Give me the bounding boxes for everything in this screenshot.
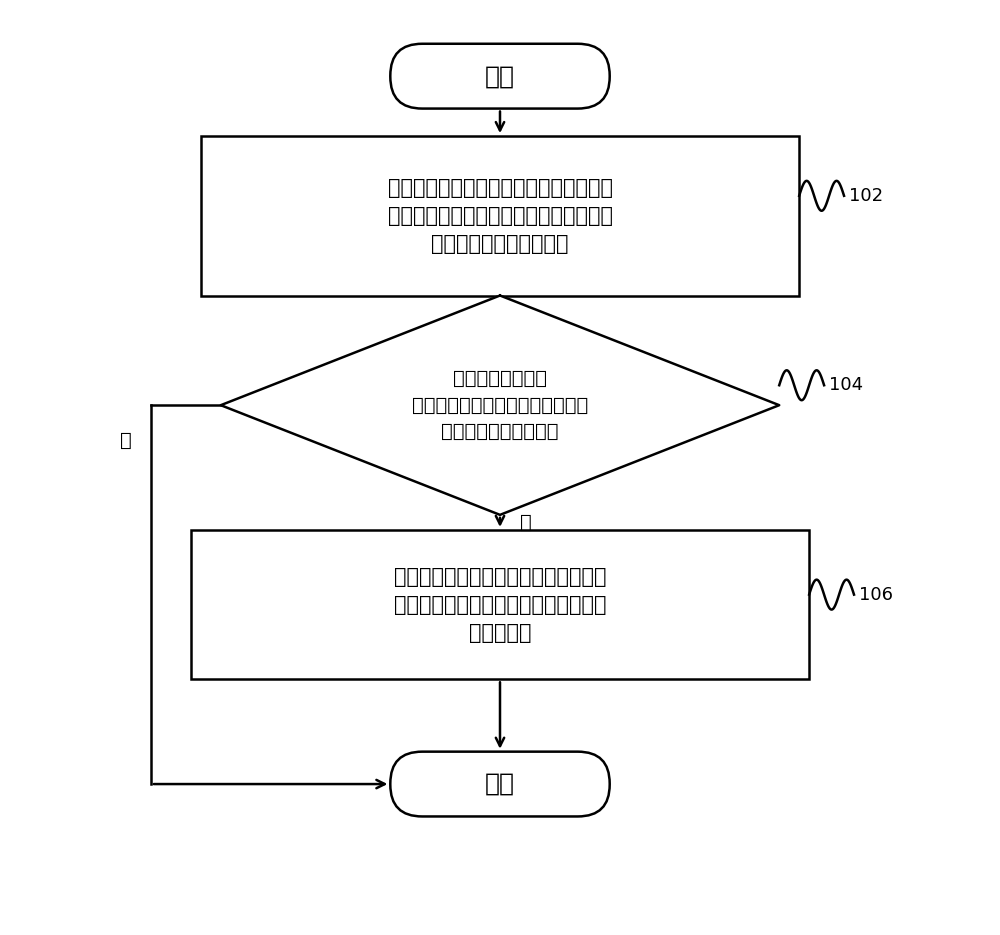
Bar [201,136,799,295]
Text: 106: 106 [859,585,893,604]
FancyBboxPatch shape [390,44,610,108]
Text: 102: 102 [849,187,883,205]
Text: 根据等效极模反向
电压行波的非零值的个数初步判定
是否可能发生雷击干扰: 根据等效极模反向 电压行波的非零值的个数初步判定 是否可能发生雷击干扰 [412,369,588,441]
Text: 构造柔性直流输电线路的极模反向电压故
障暂态行波和极模反向电压故障暂态行波
的等效极模反向电压行波: 构造柔性直流输电线路的极模反向电压故 障暂态行波和极模反向电压故障暂态行波 的等… [388,178,612,253]
Text: 104: 104 [829,376,863,395]
Text: 开始: 开始 [485,65,515,88]
Text: 结束: 结束 [485,772,515,796]
Text: 是: 是 [520,512,532,532]
FancyBboxPatch shape [390,752,610,816]
Text: 否: 否 [120,431,132,450]
Bar [191,530,809,680]
Polygon shape [221,295,779,515]
Text: 对极模反向电压故障暂态行波的波尾进
行拟合，并根据拟合结果，判断是否发
生雷击干扰: 对极模反向电压故障暂态行波的波尾进 行拟合，并根据拟合结果，判断是否发 生雷击干… [394,567,606,642]
